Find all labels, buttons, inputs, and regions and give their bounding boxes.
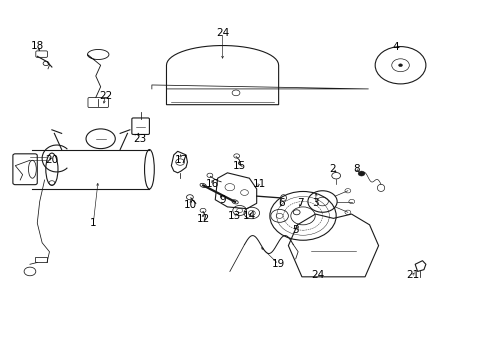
Text: 12: 12	[196, 215, 209, 224]
Text: 23: 23	[133, 134, 146, 144]
Text: 18: 18	[31, 41, 44, 50]
Text: 11: 11	[252, 179, 265, 189]
Text: 1: 1	[90, 218, 97, 228]
FancyBboxPatch shape	[88, 98, 108, 108]
Text: 16: 16	[206, 179, 219, 189]
Text: 2: 2	[328, 164, 335, 174]
Text: 5: 5	[292, 225, 298, 235]
FancyBboxPatch shape	[36, 51, 47, 57]
Text: 10: 10	[184, 200, 197, 210]
Circle shape	[398, 64, 402, 67]
Text: 7: 7	[297, 198, 303, 208]
Text: 8: 8	[353, 164, 359, 174]
Text: 24: 24	[310, 270, 324, 280]
Text: 19: 19	[271, 259, 285, 269]
Text: 3: 3	[311, 198, 318, 208]
Text: 6: 6	[277, 198, 284, 208]
Text: 9: 9	[219, 195, 225, 205]
FancyBboxPatch shape	[13, 154, 37, 185]
Text: 22: 22	[99, 91, 112, 101]
Circle shape	[357, 171, 364, 176]
Ellipse shape	[231, 200, 238, 204]
Ellipse shape	[200, 183, 206, 188]
Text: 15: 15	[232, 161, 246, 171]
FancyBboxPatch shape	[132, 118, 149, 134]
Text: 20: 20	[45, 155, 59, 165]
Text: 14: 14	[242, 211, 256, 221]
Text: 13: 13	[228, 211, 241, 221]
Text: 24: 24	[216, 28, 229, 38]
Text: 21: 21	[405, 270, 419, 280]
Text: 17: 17	[174, 155, 187, 165]
Text: 4: 4	[391, 42, 398, 52]
